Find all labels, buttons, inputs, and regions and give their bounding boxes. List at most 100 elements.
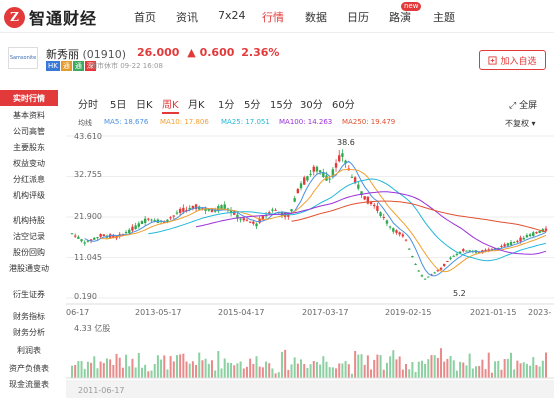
sidebar-item-derivatives[interactable]: 衍生证券 <box>13 289 45 299</box>
sidebar-item-financial-indicators[interactable]: 财务指标 <box>13 311 45 321</box>
candle-body <box>239 218 242 220</box>
tab-5day[interactable]: 5日 <box>110 100 127 111</box>
volume-bar <box>306 368 309 378</box>
y-tick-label: 21.900 <box>74 212 102 221</box>
sidebar-item-executives[interactable]: 公司高管 <box>13 126 45 136</box>
nav-item-market[interactable]: 行情 <box>262 11 284 24</box>
nav-item-topics[interactable]: 主题 <box>433 11 455 24</box>
volume-bar <box>293 357 296 378</box>
sidebar-item-buyback[interactable]: 股份回购 <box>13 247 45 257</box>
volume-bar <box>449 356 452 378</box>
candle-body <box>140 220 144 225</box>
nav-item-7x24[interactable]: 7x24 <box>218 9 246 22</box>
volume-bar <box>153 364 156 378</box>
add-watchlist-button[interactable]: 加入自选 <box>479 50 546 70</box>
volume-bar <box>252 363 255 378</box>
candle-body <box>80 239 83 242</box>
tab-monthly-k[interactable]: 月K <box>188 100 205 111</box>
candle-body <box>436 270 440 272</box>
y-tick-label: 43.610 <box>74 132 102 141</box>
sidebar-item-shareholders[interactable]: 主要股东 <box>13 142 45 152</box>
volume-bar <box>513 369 516 378</box>
sidebar-item-income-statement[interactable]: 利润表 <box>17 345 41 355</box>
candle-body <box>392 228 395 232</box>
candle-body <box>509 242 513 246</box>
volume-bar <box>90 362 93 378</box>
volume-bar <box>137 352 140 378</box>
nav-item-calendar[interactable]: 日历 <box>347 11 369 24</box>
volume-bar <box>459 361 462 378</box>
nav-item-home[interactable]: 首页 <box>134 11 156 24</box>
tab-weekly-k[interactable]: 周K <box>162 96 179 114</box>
candle-body <box>423 278 427 280</box>
tab-30min[interactable]: 30分 <box>300 100 323 111</box>
y-tick-label: 11.045 <box>74 253 102 262</box>
sidebar-item-equity-changes[interactable]: 权益变动 <box>13 158 45 168</box>
volume-bar <box>398 356 401 378</box>
ma25-value: MA25: 17.051 <box>221 118 270 126</box>
brand-logo[interactable]: Z 智通财经 <box>4 5 97 29</box>
candle-body <box>134 225 137 230</box>
candle-body <box>175 212 179 214</box>
volume-bar <box>121 367 124 378</box>
candle-body <box>290 209 293 212</box>
volume-bar <box>134 367 137 378</box>
tab-intraday[interactable]: 分时 <box>78 100 98 111</box>
tab-5min[interactable]: 5分 <box>244 100 261 111</box>
candle-body <box>373 204 376 207</box>
tag-hk: HK <box>46 61 60 71</box>
candle-body <box>86 240 90 242</box>
sidebar-item-profile[interactable]: 基本资料 <box>13 110 45 120</box>
volume-bar <box>401 369 404 378</box>
fullscreen-button[interactable]: ⤢ 全屏 <box>509 98 537 111</box>
volume-bar <box>417 361 420 378</box>
x-tick-label: 2017-03-17 <box>302 308 349 317</box>
volume-bar <box>204 358 207 378</box>
sidebar-item-ratings[interactable]: 机构评级 <box>13 190 45 200</box>
volume-bar <box>198 352 201 378</box>
ma10-value: MA10: 17.806 <box>160 118 209 126</box>
volume-bar <box>280 351 283 378</box>
kline-chart[interactable] <box>66 132 554 404</box>
volume-bar <box>347 364 350 378</box>
nav-item-data[interactable]: 数据 <box>305 11 327 24</box>
tab-1min[interactable]: 1分 <box>218 100 235 111</box>
candle-body <box>93 237 96 240</box>
sidebar-item-institutions[interactable]: 机构持股 <box>13 215 45 225</box>
volume-bar <box>379 355 382 378</box>
candle-body <box>220 205 223 210</box>
sidebar-item-connect-changes[interactable]: 港股通变动 <box>9 263 49 273</box>
sidebar-item-cash-flow[interactable]: 现金流量表 <box>9 379 49 389</box>
volume-bar <box>354 350 357 378</box>
sidebar-item-dividends[interactable]: 分红派息 <box>13 174 45 184</box>
sidebar-item-realtime[interactable]: 实时行情 <box>0 90 58 106</box>
nav-item-roadshow[interactable]: 路演 <box>389 11 411 24</box>
volume-bar <box>519 363 522 378</box>
candle-body <box>516 240 519 242</box>
candle-body <box>468 250 471 252</box>
volume-bar <box>239 361 242 378</box>
company-logo: Samsonite <box>8 47 38 69</box>
volume-bar <box>303 363 306 378</box>
adjustment-select[interactable]: 不复权 ▾ <box>505 118 536 129</box>
candle-body <box>182 207 185 212</box>
volume-bar <box>376 354 379 378</box>
candle-body <box>350 176 354 178</box>
sidebar-item-short-selling[interactable]: 沽空记录 <box>13 231 45 241</box>
volume-bar <box>102 362 105 378</box>
tab-daily-k[interactable]: 日K <box>136 100 153 111</box>
volume-bar <box>465 365 468 378</box>
candle-body <box>455 253 459 256</box>
sidebar-item-financial-analysis[interactable]: 财务分析 <box>13 327 45 337</box>
nav-item-news[interactable]: 资讯 <box>176 11 198 24</box>
candle-body <box>131 226 134 231</box>
tab-60min[interactable]: 60分 <box>332 100 355 111</box>
market-tags: HK 通 通 深 <box>46 61 96 71</box>
volume-bar <box>131 358 134 378</box>
kline-chart-area[interactable]: 43.610 32.755 21.900 11.045 0.190 38.6 5… <box>66 132 554 404</box>
volume-bar <box>105 358 108 378</box>
tab-15min[interactable]: 15分 <box>270 100 293 111</box>
volume-bar <box>487 352 490 378</box>
sidebar-item-balance-sheet[interactable]: 资产负债表 <box>9 363 49 373</box>
candle-body <box>258 218 261 223</box>
